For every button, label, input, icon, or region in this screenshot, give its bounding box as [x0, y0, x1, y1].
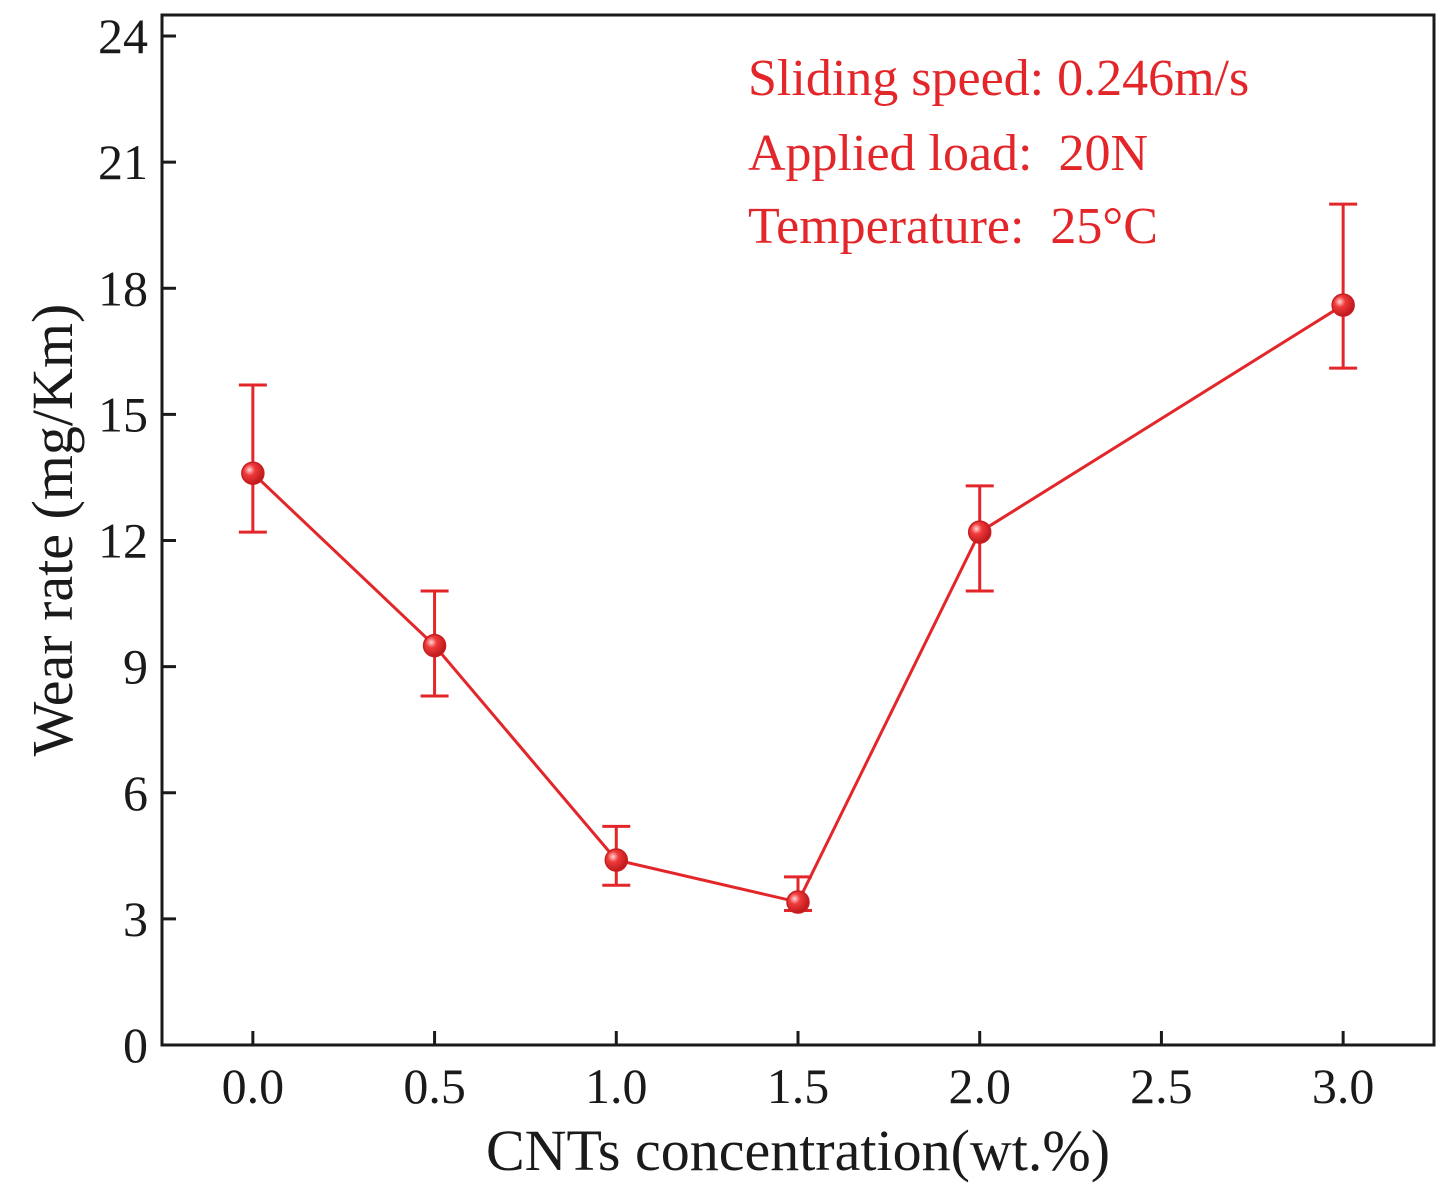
- y-tick-label: 9: [123, 639, 148, 695]
- series-line: [251, 303, 1344, 904]
- data-point: [422, 633, 447, 658]
- x-axis-title: CNTs concentration(wt.%): [486, 1118, 1110, 1183]
- annotation-text: Sliding speed: 0.246m/s: [748, 50, 1249, 107]
- y-tick-label: 6: [123, 765, 148, 821]
- y-tick-label: 0: [123, 1017, 148, 1073]
- y-tick-label: 21: [98, 134, 148, 190]
- data-point: [1331, 293, 1355, 317]
- data-point: [967, 520, 992, 544]
- y-tick-label: 3: [123, 891, 148, 947]
- data-point: [241, 461, 265, 485]
- y-tick-label: 18: [98, 260, 148, 316]
- x-tick-label: 2.0: [948, 1058, 1011, 1114]
- x-tick-label: 1.0: [585, 1058, 648, 1114]
- data-point: [604, 848, 629, 872]
- x-tick-label: 0.5: [403, 1058, 466, 1114]
- data-point: [786, 890, 810, 914]
- x-tick-label: 1.5: [767, 1058, 830, 1114]
- y-tick-label: 24: [98, 8, 148, 64]
- annotation-text: Temperature: 25°C: [748, 198, 1158, 255]
- x-tick-label: 3.0: [1312, 1058, 1375, 1114]
- y-axis-title: Wear rate (mg/Km): [20, 304, 85, 757]
- y-tick-label: 15: [98, 386, 148, 442]
- x-tick-label: 0.0: [222, 1058, 285, 1114]
- y-tick-label: 12: [98, 513, 148, 569]
- x-tick-label: 2.5: [1130, 1058, 1193, 1114]
- annotation-text: Applied load: 20N: [748, 125, 1148, 182]
